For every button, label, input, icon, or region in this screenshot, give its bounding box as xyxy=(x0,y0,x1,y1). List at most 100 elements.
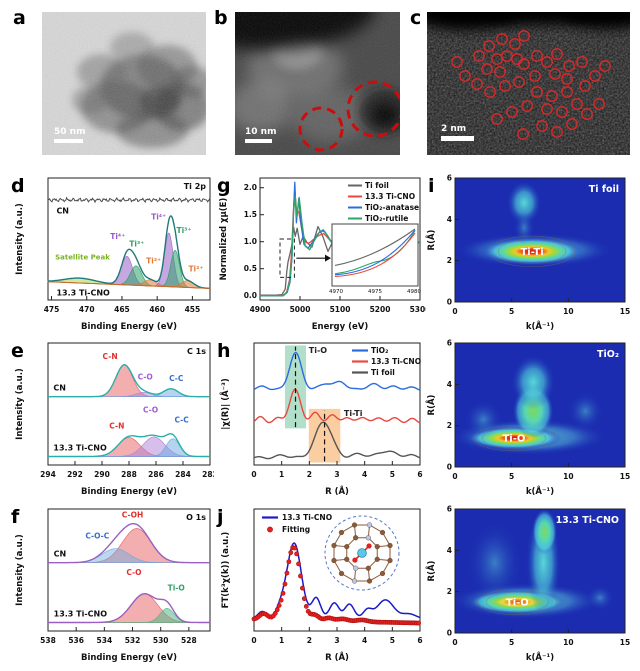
exafs-curve xyxy=(253,421,421,460)
single-atom-circle xyxy=(491,113,503,125)
panel-b-tem-image: 10 nm xyxy=(235,12,400,155)
svg-text:534: 534 xyxy=(97,636,113,645)
x-axis-label: Binding Energy (eV) xyxy=(81,653,177,663)
fitting-dot xyxy=(294,551,300,557)
single-atom-circle xyxy=(483,40,495,52)
wavelet-blob xyxy=(468,523,521,602)
y-axis-label: Intensity (a.u.) xyxy=(15,203,25,275)
peak-label: Ti-O xyxy=(168,584,185,593)
legend-label: 13.3 Ti-CNO xyxy=(282,513,332,522)
fitting-dot xyxy=(301,596,307,602)
svg-text:0: 0 xyxy=(251,470,256,479)
svg-text:4900: 4900 xyxy=(250,305,271,314)
panel-i-wavelet-tio2: 0 5 10 15 0 2 4 6 k(Å⁻¹) R(Å) TiO₂ Ti-O xyxy=(426,339,630,498)
trace-label: 13.3 Ti-CNO xyxy=(53,443,107,452)
fitting-dot xyxy=(300,585,305,591)
svg-text:284: 284 xyxy=(175,470,191,479)
single-atom-circle xyxy=(471,78,483,90)
trace-label: 13.3 Ti-CNO xyxy=(54,609,108,618)
svg-text:2: 2 xyxy=(447,587,452,596)
svg-text:2: 2 xyxy=(447,421,452,430)
single-atom-circle xyxy=(521,100,533,112)
single-atom-circle xyxy=(561,73,573,85)
svg-text:292: 292 xyxy=(67,470,83,479)
inset-box xyxy=(331,223,419,287)
legend-label: Ti foil xyxy=(371,368,395,377)
peak-label: Satellite Peak xyxy=(55,254,110,262)
svg-text:5: 5 xyxy=(509,307,514,316)
svg-text:294: 294 xyxy=(40,470,56,479)
shell-label: Ti-Ti xyxy=(344,409,363,418)
y-axis-label: R(Å) xyxy=(426,229,437,250)
svg-text:4: 4 xyxy=(447,546,452,555)
fitting-dot xyxy=(274,607,280,613)
svg-text:0: 0 xyxy=(452,638,457,647)
single-atom-circle xyxy=(506,106,518,118)
peak-label: C-C xyxy=(169,374,184,383)
single-atom-circle xyxy=(571,98,583,110)
single-atom-circle xyxy=(531,86,543,98)
peak-label: Ti²⁺ xyxy=(188,264,203,273)
svg-text:1.5: 1.5 xyxy=(244,210,257,219)
panel-letter-b: b xyxy=(214,7,228,29)
panel-d-xps-ti2p-chart: 475 470 465 460 455 Binding Energy (eV) Intens… xyxy=(15,177,211,332)
svg-text:0: 0 xyxy=(251,636,256,645)
wavelet-blob xyxy=(532,509,557,555)
single-atom-circle xyxy=(484,86,496,98)
peak-label: C-C xyxy=(175,415,190,424)
svg-text:455: 455 xyxy=(185,305,201,314)
svg-text:3: 3 xyxy=(334,470,339,479)
y-axis-label: Intensity (a.u.) xyxy=(15,534,25,606)
x-axis-label: R (Å) xyxy=(325,486,349,497)
wavelet-blob xyxy=(586,585,614,611)
svg-text:288: 288 xyxy=(121,470,137,479)
panel-tag: O 1s xyxy=(186,513,206,522)
svg-text:6: 6 xyxy=(447,174,452,183)
single-atom-circle xyxy=(499,80,511,92)
x-axis-label: R (Å) xyxy=(325,652,349,663)
svg-text:465: 465 xyxy=(114,305,130,314)
panel-j-fitting-chart: 0 1 2 3 4 5 6 R (Å) FT(k³χ(k)) (a.u.) 13.3 Ti-CNO… xyxy=(221,508,423,663)
svg-text:2: 2 xyxy=(307,636,312,645)
svg-text:0: 0 xyxy=(447,629,452,638)
single-atom-circle xyxy=(566,118,578,130)
fitting-dot xyxy=(416,620,422,626)
x-axis-label: k(Å⁻¹) xyxy=(526,486,554,497)
shell-label: Ti-O xyxy=(309,346,328,355)
fitting-dot xyxy=(292,545,298,551)
single-atom-circle xyxy=(561,86,573,98)
svg-text:5: 5 xyxy=(509,472,514,481)
single-atom-circle xyxy=(581,108,593,120)
fitting-dot xyxy=(278,597,284,603)
x-axis-label: Energy (eV) xyxy=(312,322,369,332)
svg-text:10: 10 xyxy=(563,472,573,481)
svg-text:0: 0 xyxy=(452,307,457,316)
legend-label: TiO₂-rutile xyxy=(365,214,408,223)
svg-text:4: 4 xyxy=(362,636,367,645)
svg-text:1: 1 xyxy=(279,470,284,479)
scale-bar xyxy=(54,139,83,143)
peak-label: Ti²⁺ xyxy=(146,256,161,265)
panel-h-exafs-chart: 0 1 2 3 4 5 6 R (Å) |χ(R)| (Å⁻³) Ti-O Ti-Ti TiO₂ 13.… xyxy=(220,342,423,497)
single-atom-circle xyxy=(517,128,529,140)
panel-tag: Ti 2p xyxy=(184,182,207,191)
svg-text:4: 4 xyxy=(447,215,452,224)
svg-text:6: 6 xyxy=(447,505,452,514)
svg-text:0: 0 xyxy=(447,298,452,307)
svg-text:536: 536 xyxy=(68,636,84,645)
svg-text:532: 532 xyxy=(125,636,141,645)
svg-text:5000: 5000 xyxy=(290,305,311,314)
nanoparticle-highlight-circle xyxy=(346,80,400,138)
scale-bar-label: 50 nm xyxy=(54,127,85,137)
hotspot-label: Ti-O xyxy=(502,434,525,445)
peak-label: Ti⁴⁺ xyxy=(110,232,125,241)
svg-text:475: 475 xyxy=(44,305,60,314)
hotspot-label: Ti-O xyxy=(506,598,529,609)
single-atom-circle xyxy=(536,120,548,132)
exafs-curve xyxy=(253,388,421,424)
single-atom-circle xyxy=(589,70,601,82)
panel-e-xps-c1s-chart: 294 292 290 288 286 284 282 Binding Energy (eV)… xyxy=(15,342,214,497)
peak-label: C-O xyxy=(126,568,141,577)
single-atom-circle xyxy=(576,56,588,68)
